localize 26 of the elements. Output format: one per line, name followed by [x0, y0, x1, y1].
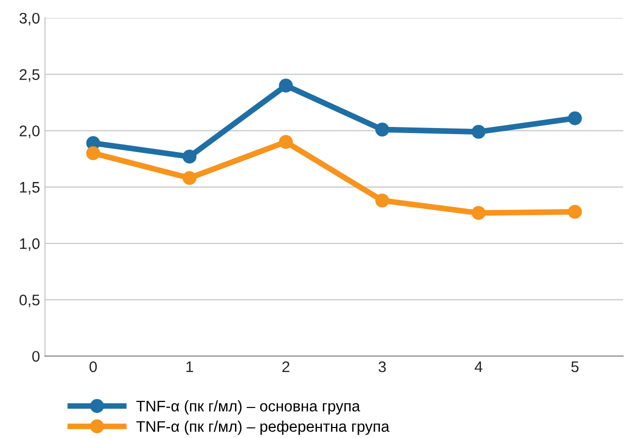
x-tick-label: 1 — [186, 362, 194, 372]
legend-label: TNF-α (пк г/мл) – референтна група — [136, 420, 390, 435]
y-tick-label: 0,5 — [20, 294, 40, 308]
y-tick-label: 0 — [32, 350, 40, 362]
point — [278, 78, 293, 93]
y-tick-label: 1,5 — [20, 182, 40, 195]
x-tick-label: 5 — [571, 362, 579, 372]
y-tick-label: 3,0 — [19, 12, 40, 26]
point — [568, 111, 582, 126]
y-tick-label: 1,0 — [20, 238, 40, 251]
point — [182, 150, 196, 164]
point — [472, 206, 486, 220]
point — [472, 124, 486, 139]
x-tick-label: 4 — [474, 362, 482, 372]
x-tick-label: 3 — [378, 361, 386, 372]
x-tick-label: 2 — [282, 361, 290, 372]
legend-label: TNF-α (пк г/мл) – основна група — [136, 400, 360, 415]
point — [375, 122, 390, 136]
x-tick-label: 0 — [90, 361, 97, 372]
y-tick-label: 2,0 — [20, 126, 40, 138]
point — [86, 146, 100, 160]
point — [182, 171, 196, 185]
point — [568, 204, 582, 219]
point — [375, 194, 390, 208]
point — [278, 134, 293, 149]
y-tick-label: 2,5 — [20, 69, 40, 82]
